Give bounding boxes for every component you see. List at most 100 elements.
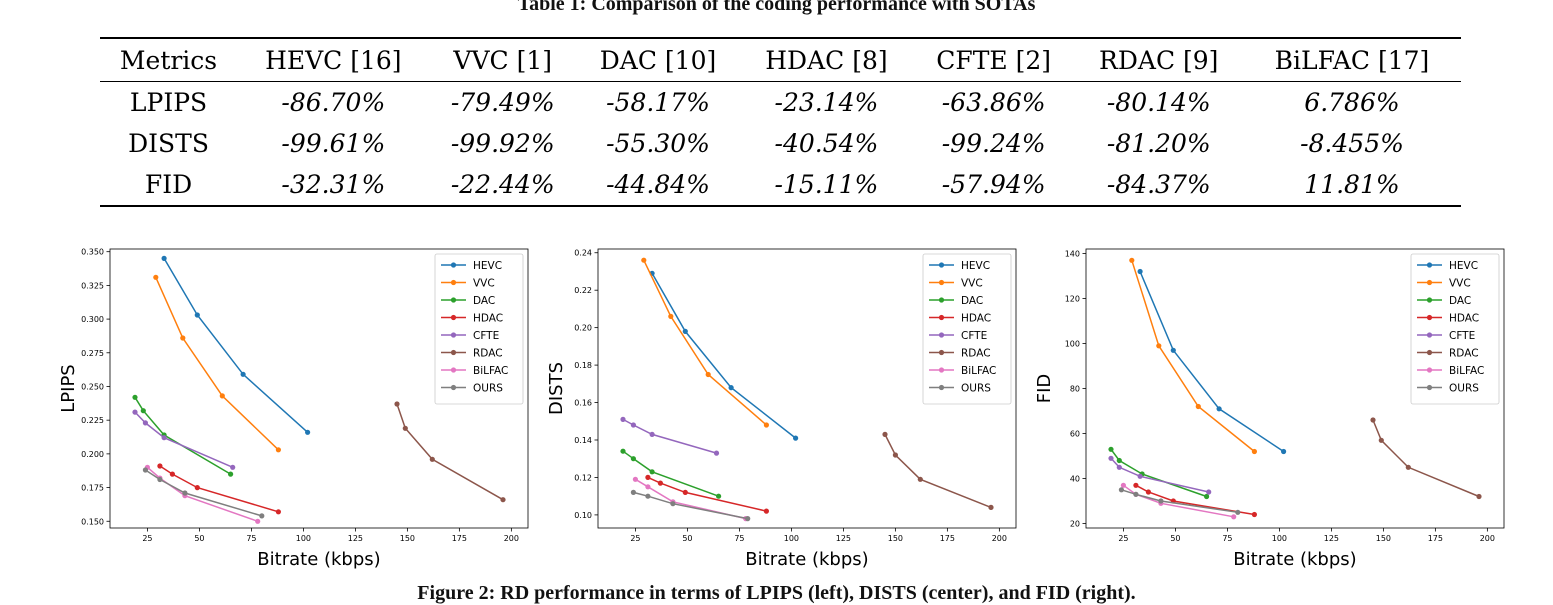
data-point (682, 328, 688, 334)
legend-label: RDAC (473, 347, 503, 359)
table-cell: -58.17% (606, 88, 710, 117)
legend-marker (938, 262, 945, 268)
x-tick-label: 25 (630, 534, 640, 543)
y-tick-label: 0.325 (81, 281, 104, 290)
legend-label: HDAC (473, 312, 503, 324)
data-point (259, 513, 265, 519)
data-point (142, 467, 148, 473)
legend-marker (938, 297, 945, 303)
data-point (713, 450, 720, 456)
x-axis-label: Bitrate (kbps) (1233, 549, 1356, 570)
x-tick-label: 175 (452, 534, 467, 543)
y-tick-label: 140 (1065, 250, 1080, 259)
table-cell: -63.86% (941, 88, 1046, 117)
legend-marker (938, 367, 945, 373)
data-point (1116, 464, 1122, 470)
lpips-chart: 25 50 75 100 125 150 175 200 0.150 0.175 0.200 0.22… (58, 248, 529, 570)
series-line-dac (622, 450, 719, 497)
data-point (275, 447, 281, 453)
data-point (641, 257, 647, 263)
legend-box (434, 253, 524, 405)
data-point (157, 476, 163, 483)
series-line-rdac (884, 434, 992, 509)
legend-label: CFTE (1449, 330, 1475, 342)
data-point (157, 463, 163, 469)
legend-label: OURS (1449, 382, 1479, 394)
data-point (219, 393, 225, 399)
x-tick-label: 75 (734, 534, 744, 543)
series-line-vvc (643, 259, 767, 426)
legend-marker (450, 349, 457, 356)
data-point (1235, 509, 1241, 515)
legend-marker (1426, 279, 1433, 286)
table-cell: -99.92% (450, 129, 555, 158)
series-line-cfte (134, 411, 233, 468)
data-point (657, 480, 663, 486)
data-point (705, 371, 711, 378)
x-tick-label: 175 (1428, 534, 1443, 543)
data-point (917, 476, 923, 482)
y-tick-label: 0.12 (574, 473, 592, 482)
data-point (670, 501, 676, 507)
data-point (180, 335, 186, 341)
table-cell: -32.31% (237, 164, 430, 207)
header-cell: VVC [1] (429, 37, 576, 82)
header-cell: HEVC [16] (237, 37, 430, 82)
row-metric-label: DISTS (128, 129, 209, 158)
legend-label: VVC (473, 277, 495, 289)
legend-marker (938, 332, 945, 338)
x-tick-label: 150 (400, 534, 415, 543)
plot-frame (597, 248, 1017, 529)
header-cell: DAC [10] (575, 37, 741, 82)
x-tick-label: 125 (1324, 534, 1339, 543)
legend-label: HDAC (961, 312, 991, 324)
data-point (1370, 417, 1376, 423)
data-point (1133, 482, 1139, 488)
x-tick-label: 25 (1118, 534, 1128, 543)
data-point (1120, 482, 1126, 488)
series-line-ours (144, 469, 263, 517)
y-tick-label: 0.175 (81, 484, 104, 493)
legend-marker (450, 384, 457, 391)
data-point (892, 452, 898, 458)
data-point (169, 471, 175, 477)
series-line-rdac (1372, 419, 1480, 498)
table-cell: -99.61% (281, 129, 386, 158)
series-line-vvc (1131, 260, 1255, 453)
y-tick-label: 120 (1065, 295, 1080, 304)
series-line-hdac (159, 465, 279, 513)
table-cell: -55.30% (606, 129, 710, 158)
legend-marker (450, 279, 457, 286)
header-cell: BiLFAC [17] (1242, 37, 1461, 82)
table-row: FID -32.31% -22.44% -44.84% -15.11% -57.… (100, 164, 1461, 207)
legend-label: OURS (961, 382, 991, 394)
y-tick-label: 0.22 (574, 286, 592, 295)
data-point (668, 313, 674, 319)
data-point (1378, 437, 1384, 443)
data-point (728, 385, 734, 391)
legend-marker (1426, 332, 1433, 338)
table-header-row: Metrics HEVC [16] VVC [1] DAC [10] HDAC … (100, 37, 1461, 82)
data-point (194, 312, 200, 318)
legend-label: HEVC (1449, 260, 1478, 272)
y-tick-label: 0.14 (574, 436, 592, 445)
legend-marker (1426, 297, 1433, 303)
legend-marker (938, 349, 945, 356)
data-point (1206, 489, 1212, 495)
data-point (228, 471, 234, 477)
legend-label: RDAC (1449, 347, 1479, 359)
data-point (630, 422, 636, 428)
x-axis-label: Bitrate (kbps) (745, 549, 868, 570)
data-point (230, 464, 236, 470)
data-point (240, 371, 246, 377)
legend-marker (938, 384, 945, 391)
legend-label: OURS (473, 382, 503, 394)
series-line-ours (1121, 489, 1238, 514)
y-axis-label: FID (1034, 374, 1055, 404)
data-point (429, 456, 435, 462)
table-cell: -40.54% (774, 129, 879, 158)
data-point (394, 401, 400, 407)
legend-label: VVC (961, 277, 983, 289)
header-cell: Metrics (100, 37, 238, 82)
data-point (1170, 347, 1176, 353)
